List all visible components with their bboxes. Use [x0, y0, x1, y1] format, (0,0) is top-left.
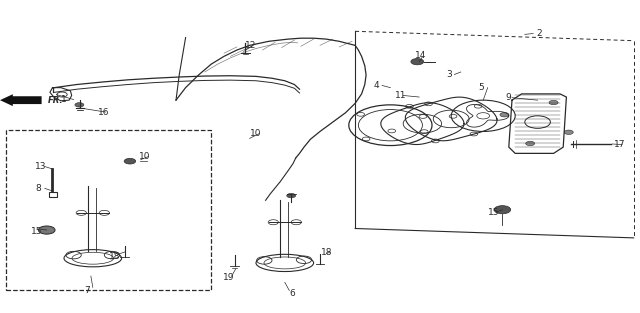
Text: 16: 16 [98, 108, 109, 116]
Text: 14: 14 [415, 51, 426, 60]
FancyArrow shape [0, 94, 42, 106]
Text: 7: 7 [84, 286, 90, 295]
Circle shape [75, 103, 84, 107]
Text: FR.: FR. [48, 96, 63, 105]
Circle shape [549, 100, 558, 105]
Bar [49, 192, 57, 197]
Bar [6, 130, 211, 290]
Text: 15: 15 [488, 208, 499, 217]
Circle shape [124, 158, 136, 164]
Text: 5: 5 [479, 83, 484, 92]
Text: 11: 11 [395, 91, 406, 100]
Circle shape [494, 206, 511, 214]
Circle shape [287, 193, 296, 198]
Text: 1: 1 [61, 95, 67, 104]
Text: 6: 6 [289, 289, 295, 298]
Text: 3: 3 [447, 70, 452, 79]
Text: 10: 10 [250, 129, 261, 138]
Text: 9: 9 [506, 93, 511, 102]
Text: 18: 18 [321, 249, 333, 257]
Text: 13: 13 [35, 162, 47, 171]
Text: 4: 4 [373, 81, 379, 90]
Text: 18: 18 [109, 252, 120, 261]
Circle shape [525, 141, 534, 146]
Text: 2: 2 [536, 29, 542, 38]
Circle shape [564, 130, 573, 135]
Circle shape [500, 113, 509, 117]
Text: 17: 17 [614, 140, 626, 149]
Text: 15: 15 [31, 227, 42, 236]
Text: 10: 10 [139, 152, 150, 161]
Text: 12: 12 [245, 41, 257, 50]
Text: 8: 8 [35, 184, 41, 193]
Circle shape [411, 59, 424, 65]
Text: 19: 19 [223, 273, 234, 281]
Circle shape [38, 226, 55, 234]
